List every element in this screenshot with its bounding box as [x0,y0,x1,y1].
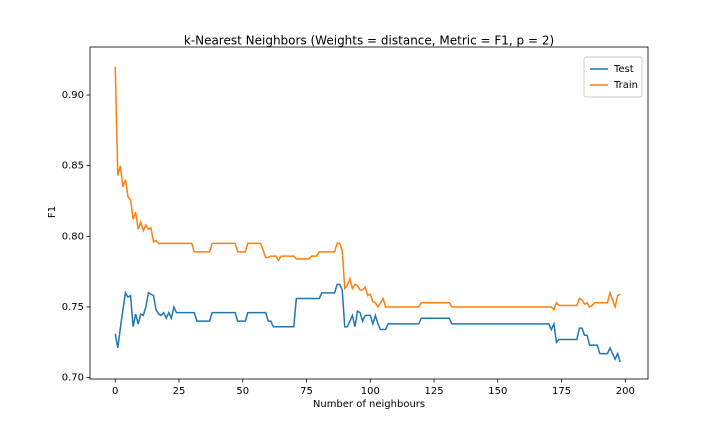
x-tick-label: 50 [236,386,249,397]
x-tick-label: 125 [424,386,443,397]
y-tick-label: 0.90 [62,90,84,101]
line-series [114,66,621,312]
axes-frame [89,46,649,380]
x-tick-label: 150 [488,386,507,397]
x-tick-label: 25 [173,386,186,397]
x-tick-label: 0 [112,386,118,397]
x-tick-label: 75 [300,386,313,397]
legend-label: Train [613,80,638,91]
legend: Test Train [583,56,643,98]
y-tick-label: 0.80 [62,231,84,242]
y-axis-label: F1 [47,206,58,218]
x-tick-label: 200 [616,386,635,397]
legend-label: Test [613,64,634,75]
legend-box [583,56,643,98]
x-tick-label: 100 [361,386,380,397]
y-tick-label: 0.70 [62,373,84,384]
x-tick-label: 175 [552,386,571,397]
x-axis-label: Number of neighbours [313,399,425,410]
chart-title: k-Nearest Neighbors (Weights = distance,… [184,34,554,48]
line-series [114,283,621,363]
y-tick-label: 0.75 [62,302,84,313]
y-tick-label: 0.85 [62,161,84,172]
